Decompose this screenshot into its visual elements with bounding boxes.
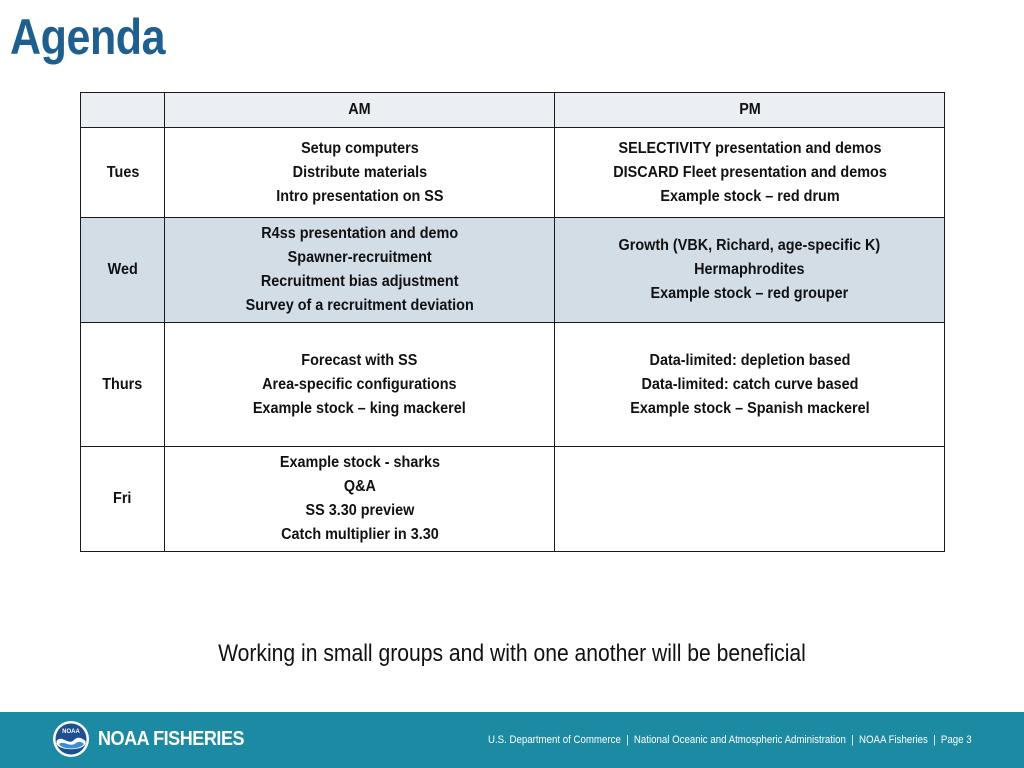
- agenda-line: Distribute materials: [292, 163, 427, 181]
- agenda-line: Example stock – red grouper: [650, 285, 849, 302]
- agenda-line: Spawner-recruitment: [287, 249, 432, 266]
- footer-credits: U.S. Department of Commerce | National Oce…: [488, 734, 972, 746]
- agenda-line: Example stock – king mackerel: [253, 399, 467, 417]
- am-cell: Setup computers Distribute materials Int…: [164, 127, 556, 218]
- footer-agency: National Oceanic and Atmospheric Adminis…: [634, 734, 847, 746]
- agenda-line: Growth (VBK, Richard, age-specific K): [618, 237, 881, 254]
- agenda-line: Area-specific configurations: [262, 375, 457, 393]
- agenda-line: Example stock – Spanish mackerel: [629, 399, 870, 417]
- agenda-line: DISCARD Fleet presentation and demos: [612, 163, 887, 181]
- footer-page-number: Page 3: [941, 734, 972, 746]
- agenda-line: Catch multiplier in 3.30: [280, 526, 439, 543]
- footer-bar: NOAA NOAA FISHERIES U.S. Department of C…: [0, 712, 1024, 768]
- agenda-line: R4ss presentation and demo: [261, 225, 459, 242]
- agenda-line: Example stock – red drum: [659, 187, 840, 205]
- agenda-line: Setup computers: [300, 139, 419, 157]
- table-row: Tues Setup computers Distribute material…: [79, 127, 945, 218]
- day-cell: Tues: [79, 127, 166, 218]
- pm-cell: Data-limited: depletion based Data-limit…: [554, 322, 945, 447]
- footer-office: NOAA Fisheries: [859, 734, 929, 746]
- agenda-line: Q&A: [343, 478, 376, 495]
- pm-cell: SELECTIVITY presentation and demos DISCA…: [554, 127, 945, 218]
- footer-separator: |: [626, 734, 630, 746]
- logo-text: NOAA: [62, 729, 80, 735]
- am-cell: Example stock - sharks Q&A SS 3.30 previ…: [164, 446, 556, 552]
- am-cell: R4ss presentation and demo Spawner-recru…: [164, 217, 556, 323]
- pm-cell-empty: [554, 446, 945, 552]
- agenda-line: Intro presentation on SS: [276, 187, 444, 205]
- day-cell: Thurs: [79, 322, 166, 447]
- agenda-line: Data-limited: depletion based: [649, 351, 850, 369]
- day-cell: Wed: [79, 217, 166, 323]
- agenda-line: Forecast with SS: [301, 351, 418, 369]
- day-cell: Fri: [79, 446, 166, 552]
- pm-cell: Growth (VBK, Richard, age-specific K) He…: [554, 217, 945, 323]
- footer-dept: U.S. Department of Commerce: [488, 734, 622, 746]
- note-text: Working in small groups and with one ano…: [218, 640, 806, 667]
- agenda-line: Data-limited: catch curve based: [641, 375, 858, 393]
- slide-title: Agenda: [10, 9, 166, 65]
- agenda-line: SELECTIVITY presentation and demos: [618, 139, 882, 157]
- footer-separator: |: [933, 734, 937, 746]
- slide-note: Working in small groups and with one ano…: [0, 640, 1024, 668]
- footer-separator: |: [851, 734, 855, 746]
- agenda-line: Survey of a recruitment deviation: [245, 297, 474, 314]
- agenda-line: Hermaphrodites: [694, 261, 805, 278]
- table-header-row: AM PM: [79, 92, 945, 128]
- agenda-line: SS 3.30 preview: [305, 502, 415, 519]
- header-day: [79, 92, 166, 128]
- agenda-table: AM PM Tues Setup computers Distribute ma…: [79, 92, 945, 552]
- header-am: AM: [164, 92, 556, 128]
- agenda-line: Example stock - sharks: [279, 454, 440, 471]
- table-row: Wed R4ss presentation and demo Spawner-r…: [79, 217, 945, 323]
- noaa-logo-icon: NOAA: [53, 721, 89, 757]
- agenda-line: Recruitment bias adjustment: [260, 273, 459, 290]
- table-row: Fri Example stock - sharks Q&A SS 3.30 p…: [79, 446, 945, 552]
- brand-name: NOAA FISHERIES: [98, 728, 245, 750]
- am-cell: Forecast with SS Area-specific configura…: [164, 322, 556, 447]
- header-pm: PM: [554, 92, 945, 128]
- table-row: Thurs Forecast with SS Area-specific con…: [79, 322, 945, 447]
